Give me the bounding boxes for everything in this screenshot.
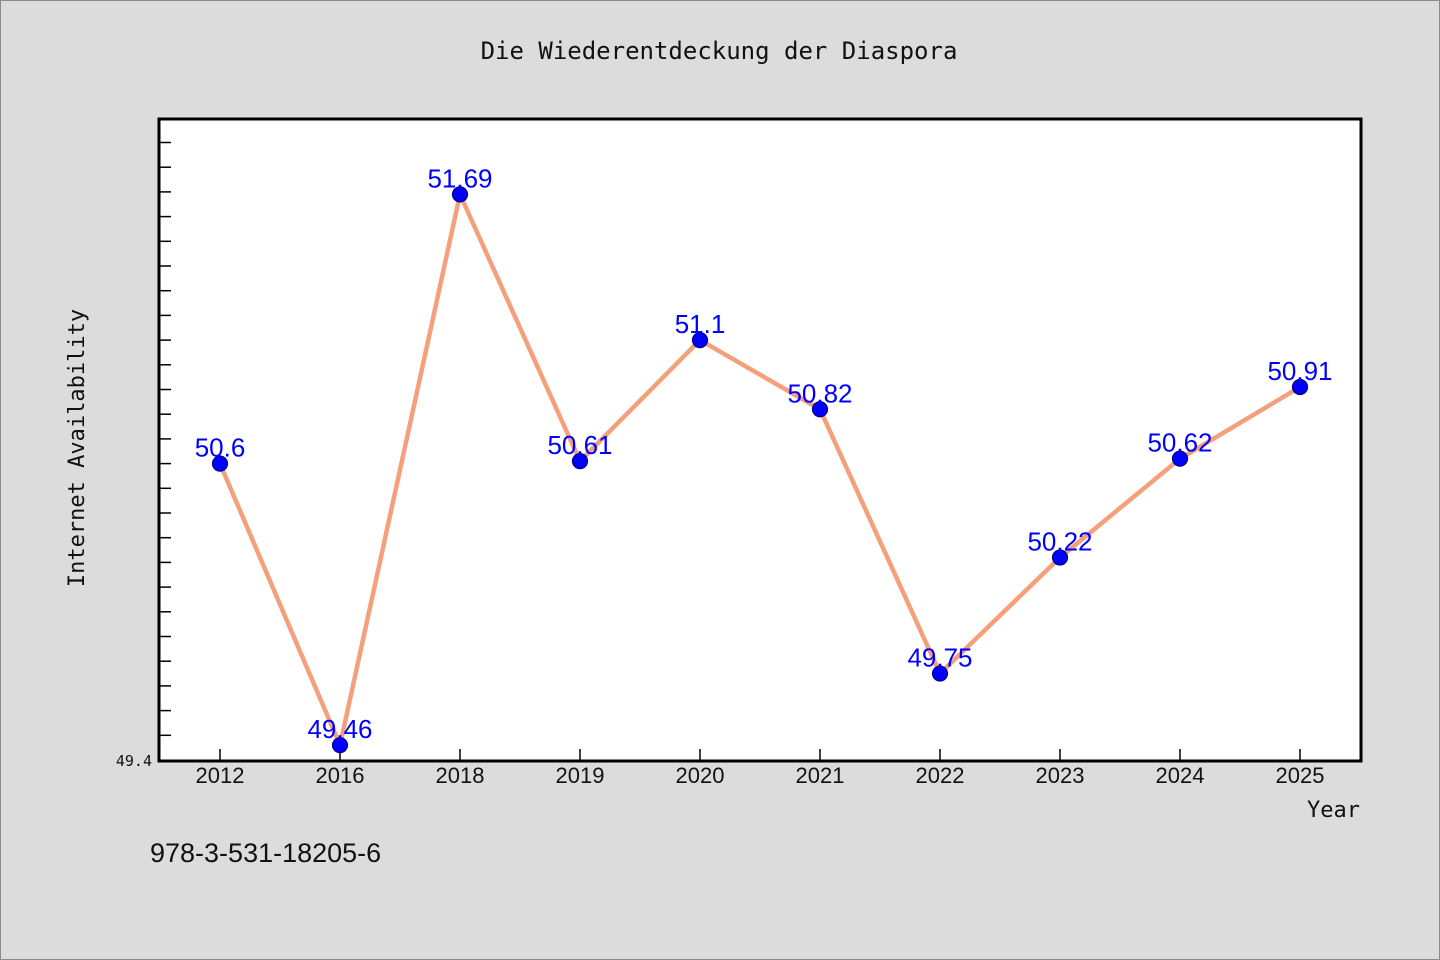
x-tick-label: 2012 <box>196 763 245 788</box>
y-axis-ticks <box>159 141 171 737</box>
chart-title: Die Wiederentdeckung der Diaspora <box>481 37 958 65</box>
data-label: 51.69 <box>427 163 492 193</box>
x-tick-label: 2022 <box>916 763 965 788</box>
data-point <box>1291 378 1309 396</box>
data-label: 50.22 <box>1027 526 1092 556</box>
x-tick-label: 2023 <box>1036 763 1085 788</box>
data-point <box>1171 450 1189 467</box>
isbn-text: 978-3-531-18205-6 <box>150 838 381 868</box>
data-label: 50.6 <box>195 433 246 463</box>
x-tick-label: 2018 <box>436 763 485 788</box>
data-points <box>211 186 1309 754</box>
x-tick-label: 2019 <box>556 763 605 788</box>
y-axis-label: Internet Availability <box>65 309 90 587</box>
data-point <box>331 737 349 754</box>
y-axis-min-label: 49.4 <box>116 752 152 770</box>
data-label: 50.82 <box>787 378 852 408</box>
data-label: 49.75 <box>907 643 972 673</box>
data-label: 51.1 <box>675 309 726 339</box>
series-line <box>217 192 1302 748</box>
x-tick-label: 2020 <box>676 763 725 788</box>
x-axis-label: Year <box>1307 798 1360 823</box>
x-tick-label: 2025 <box>1276 763 1325 788</box>
data-label: 50.91 <box>1267 356 1332 386</box>
data-point <box>691 332 709 349</box>
data-point <box>1051 549 1069 566</box>
x-tick-labels: 2012 2016 2018 2019 2020 2021 2022 2023 2024 2025 <box>196 763 1325 788</box>
data-point <box>451 186 469 203</box>
x-tick-label: 2024 <box>1156 763 1205 788</box>
data-label: 50.61 <box>547 430 612 460</box>
data-label: 50.62 <box>1147 428 1212 458</box>
data-point <box>931 665 949 682</box>
x-tick-label: 2021 <box>796 763 845 788</box>
data-point <box>211 455 229 472</box>
data-point <box>811 401 829 418</box>
data-label: 49.46 <box>307 714 372 744</box>
data-point <box>571 453 589 470</box>
data-labels: 50.6 49.46 51.69 50.61 51.1 50.82 49.75 50.22 50… <box>195 163 1333 744</box>
x-tick-label: 2016 <box>316 763 365 788</box>
